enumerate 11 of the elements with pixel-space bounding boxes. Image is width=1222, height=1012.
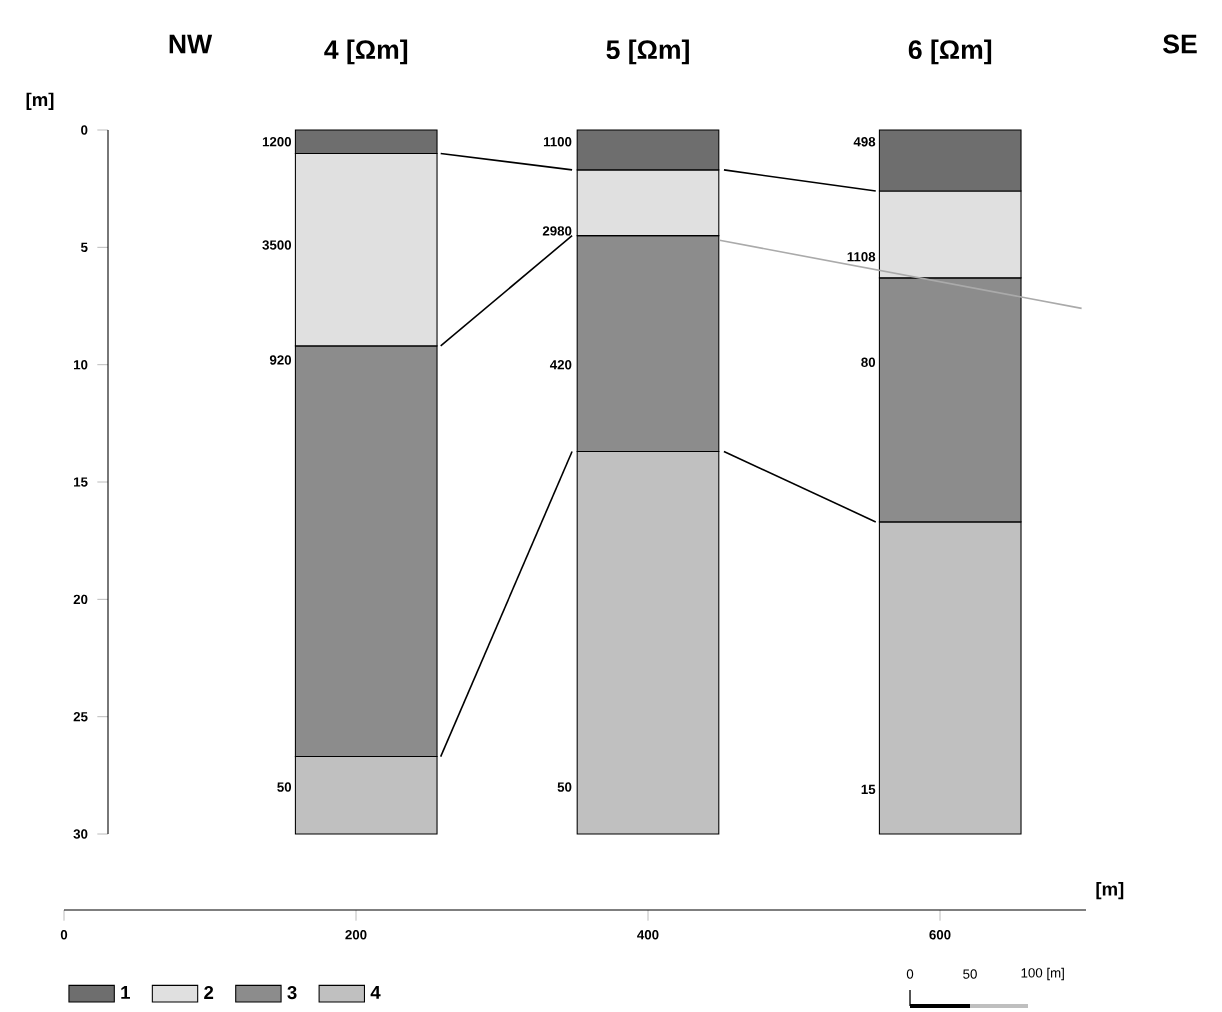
x-axis-title: [m] [1096,881,1124,900]
legend-label: 1 [121,986,130,999]
text: 4 [Ωm] [324,39,408,65]
legend-label: 3 [287,985,297,1000]
legend-label: 4 [370,986,381,999]
text: 5 [Ωm] [606,39,689,65]
text: NW [169,34,213,54]
legend-label: 2 [204,985,214,999]
y-axis-title: [m] [26,92,54,110]
text: 6 [Ωm] [908,39,992,65]
text: SE [1163,34,1197,54]
